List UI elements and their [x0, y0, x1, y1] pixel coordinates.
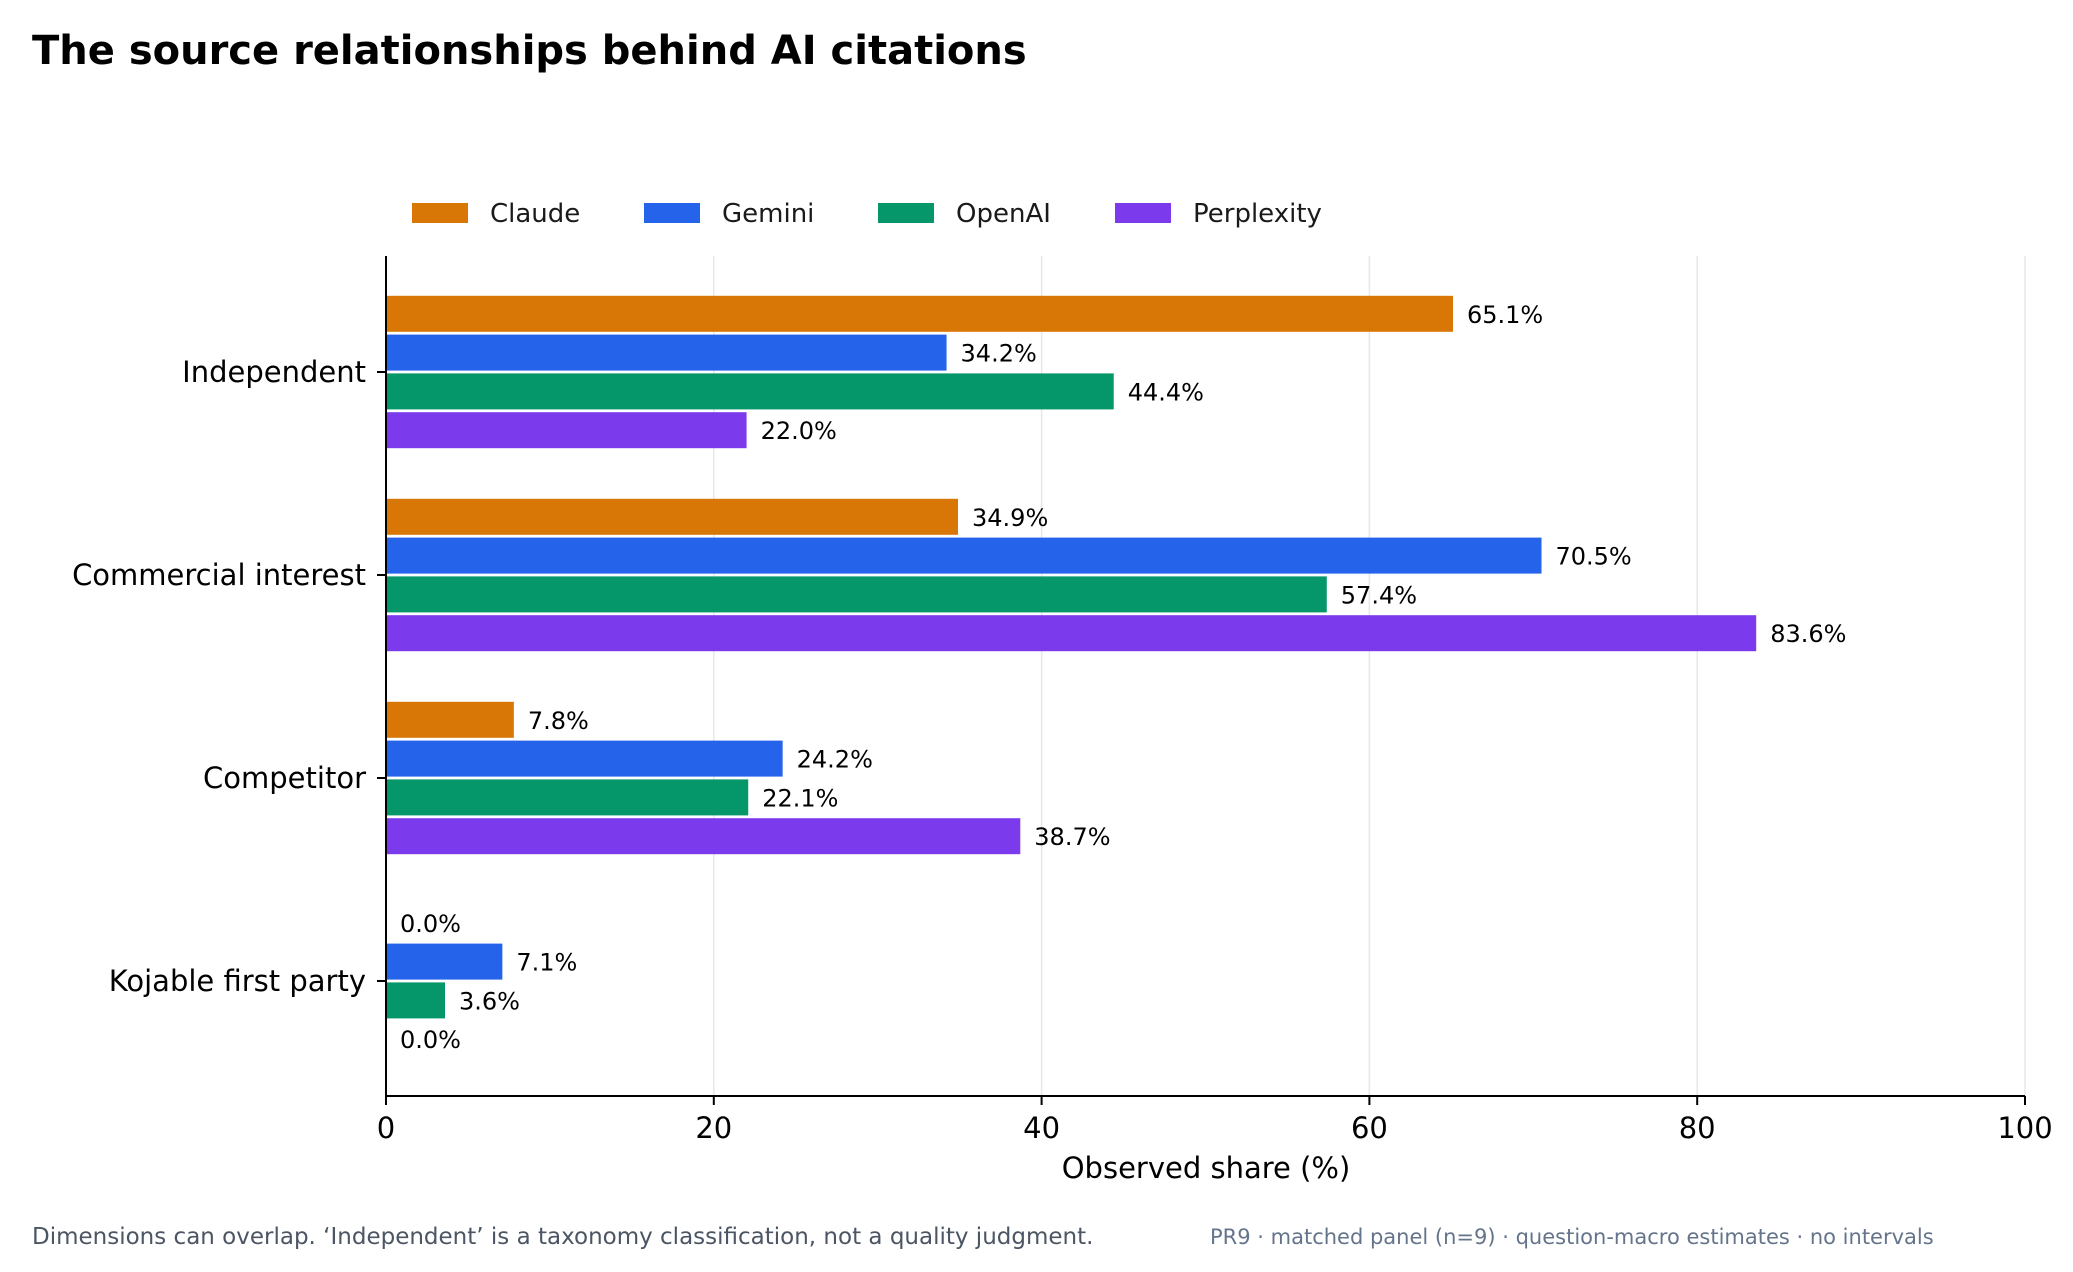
data-label-perplexity-2: 38.7%: [1034, 823, 1110, 851]
bar-gemini-0: [386, 334, 947, 371]
x-axis-title: Observed share (%): [1062, 1151, 1351, 1185]
legend-swatch-gemini: [644, 203, 700, 223]
data-label-openai-2: 22.1%: [762, 784, 838, 812]
bar-claude-1: [386, 498, 959, 535]
data-label-gemini-3: 7.1%: [516, 949, 577, 977]
bar-perplexity-1: [386, 615, 1757, 652]
bar-gemini-3: [386, 943, 503, 980]
chart-title: The source relationships behind AI citat…: [32, 28, 1027, 74]
x-tick-label: 0: [377, 1111, 395, 1145]
bar-openai-2: [386, 779, 749, 816]
legend-swatch-claude: [412, 203, 468, 223]
data-label-claude-2: 7.8%: [528, 707, 589, 735]
bar-openai-3: [386, 982, 446, 1019]
bar-openai-1: [386, 576, 1327, 613]
y-tick-label: Competitor: [203, 761, 366, 795]
y-tick-label: Commercial interest: [72, 558, 366, 592]
data-label-claude-1: 34.9%: [972, 504, 1048, 532]
bar-claude-0: [386, 295, 1453, 332]
legend-swatch-perplexity: [1115, 203, 1171, 223]
x-axis-ticks: 0 20 40 60 80 100: [377, 1096, 2053, 1145]
legend-label-openai: OpenAI: [956, 199, 1051, 229]
y-axis-labels: Independent Commercial interest Competitor…: [72, 355, 386, 998]
bar-perplexity-0: [386, 412, 747, 449]
data-label-perplexity-0: 22.0%: [761, 417, 837, 445]
bar-perplexity-2: [386, 818, 1021, 855]
bar-openai-0: [386, 373, 1114, 410]
x-tick-label: 20: [695, 1111, 732, 1145]
data-label-gemini-0: 34.2%: [961, 340, 1037, 368]
y-tick-label: Independent: [182, 355, 366, 389]
data-label-gemini-1: 70.5%: [1555, 543, 1631, 571]
axes: [385, 256, 2025, 1097]
bar-gemini-2: [386, 740, 783, 777]
data-label-perplexity-3: 0.0%: [400, 1026, 461, 1054]
x-tick-label: 60: [1351, 1111, 1388, 1145]
legend-label-perplexity: Perplexity: [1193, 199, 1322, 229]
bar-gemini-1: [386, 537, 1542, 574]
x-tick-label: 40: [1023, 1111, 1060, 1145]
x-tick-label: 100: [1997, 1111, 2052, 1145]
legend-swatch-openai: [878, 203, 934, 223]
footnote-meta: PR9 · matched panel (n=9) · question-mac…: [1210, 1225, 1934, 1249]
legend: Claude Gemini OpenAI Perplexity: [412, 199, 1322, 229]
data-label-openai-0: 44.4%: [1128, 378, 1204, 406]
data-label-claude-0: 65.1%: [1467, 301, 1543, 329]
y-tick-label: Kojable first party: [109, 964, 366, 998]
bar-claude-2: [386, 701, 514, 738]
legend-label-gemini: Gemini: [722, 199, 814, 229]
data-label-gemini-2: 24.2%: [797, 746, 873, 774]
data-label-openai-1: 57.4%: [1341, 581, 1417, 609]
data-label-perplexity-1: 83.6%: [1770, 620, 1846, 648]
data-label-openai-3: 3.6%: [459, 987, 520, 1015]
bars: [386, 295, 1757, 1019]
data-label-claude-3: 0.0%: [400, 910, 461, 938]
footnote-text: Dimensions can overlap. ‘Independent’ is…: [32, 1224, 1093, 1250]
legend-label-claude: Claude: [490, 199, 580, 229]
x-tick-label: 80: [1679, 1111, 1716, 1145]
data-labels: 65.1% 34.2% 44.4% 22.0% 34.9% 70.5% 57.4% 83.6%…: [400, 301, 1846, 1054]
